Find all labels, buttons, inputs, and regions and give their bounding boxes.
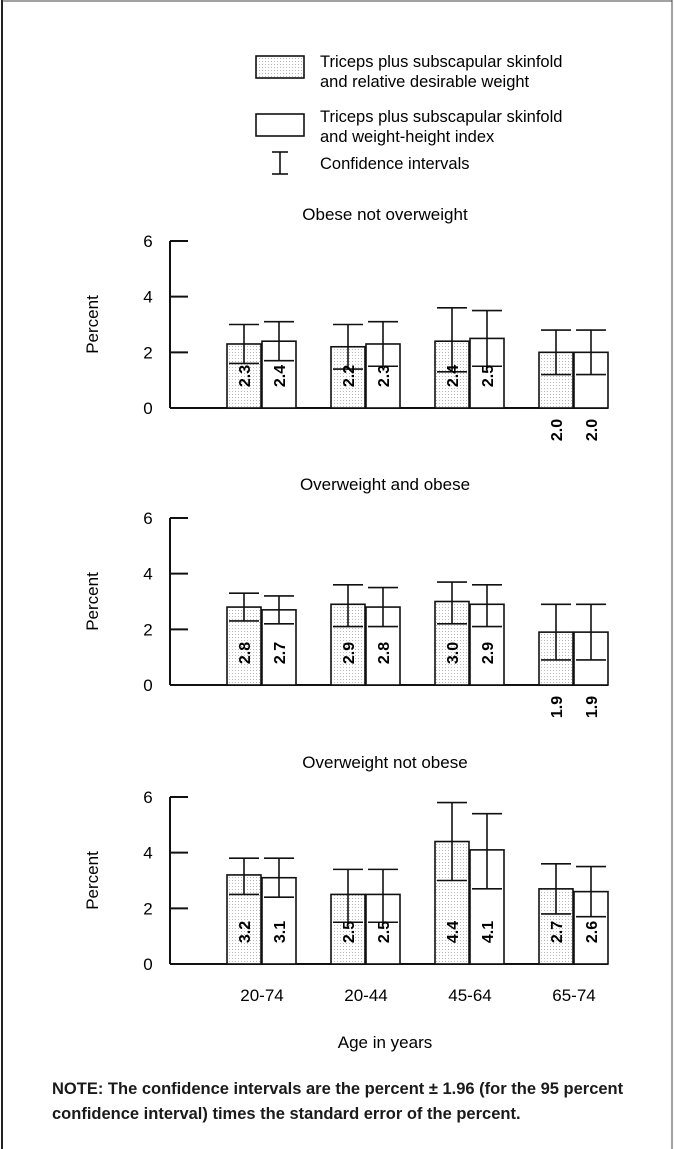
data-label: 2.3	[376, 365, 393, 387]
confidence-interval	[333, 583, 363, 628]
confidence-interval	[368, 586, 398, 628]
data-label: 2.8	[237, 642, 254, 664]
chart-panel-3: Overweight not obese Percent 0 2 4 6 3.2 3.1 20-…	[83, 753, 609, 1052]
legend: Triceps plus subscapular skinfold and re…	[255, 53, 562, 175]
chart-title: Overweight not obese	[302, 753, 467, 772]
chart-panels: Obese not overweight Percent 0 2 4 6 2.3 2.4 2.2…	[83, 205, 609, 1052]
data-label: 2.6	[584, 921, 601, 943]
data-label: 3.2	[237, 921, 254, 943]
data-label: 2.0	[549, 419, 566, 441]
y-tick-label: 4	[143, 565, 152, 584]
confidence-interval	[437, 306, 467, 373]
legend-label-1-line1: Triceps plus subscapular skinfold	[320, 53, 562, 71]
data-label: 2.9	[341, 642, 358, 664]
legend-label-ci: Confidence intervals	[320, 155, 470, 173]
x-tick-label: 65-74	[552, 986, 595, 1005]
chart-title: Overweight and obese	[300, 475, 470, 494]
confidence-interval	[472, 309, 502, 368]
data-label: 2.7	[549, 921, 566, 943]
data-label: 2.0	[584, 419, 601, 441]
y-axis-label: Percent	[83, 572, 102, 631]
data-label: 3.1	[272, 921, 289, 943]
bar-45-64-series-1	[434, 840, 470, 965]
confidence-interval	[264, 595, 294, 625]
data-label: 4.1	[480, 921, 497, 943]
data-label: 1.9	[584, 696, 601, 718]
legend-swatch-relative-desirable-weight	[255, 55, 305, 79]
legend-swatch-weight-height-index	[255, 113, 305, 137]
confidence-interval	[368, 320, 398, 368]
y-tick-label: 6	[143, 788, 152, 807]
y-axis-label: Percent	[83, 295, 102, 354]
y-tick-label: 0	[143, 399, 152, 418]
data-label: 2.4	[272, 365, 289, 387]
y-tick-label: 6	[143, 509, 152, 528]
legend-label-2-line2: and weight-height index	[320, 128, 495, 146]
confidence-interval	[437, 801, 467, 882]
footnote: NOTE: The confidence intervals are the p…	[52, 1080, 624, 1123]
data-label: 3.0	[445, 642, 462, 664]
x-tick-label: 45-64	[448, 986, 491, 1005]
confidence-interval	[576, 603, 606, 661]
data-label: 2.7	[272, 642, 289, 664]
confidence-interval	[264, 857, 294, 899]
confidence-interval	[229, 323, 259, 365]
legend-label-2-line1: Triceps plus subscapular skinfold	[320, 108, 562, 126]
data-label: 2.2	[341, 365, 358, 387]
confidence-interval	[437, 581, 467, 625]
confidence-interval	[368, 868, 398, 924]
data-label: 2.5	[341, 921, 358, 943]
chart-panel-1: Obese not overweight Percent 0 2 4 6 2.3 2.4 2.2…	[83, 205, 609, 441]
data-label: 2.9	[480, 642, 497, 664]
data-label: 1.9	[549, 696, 566, 718]
confidence-interval	[472, 812, 502, 890]
y-axis-label: Percent	[83, 851, 102, 910]
confidence-interval	[472, 583, 502, 628]
confidence-interval-icon	[272, 151, 288, 175]
confidence-interval	[576, 329, 606, 376]
x-axis-label: Age in years	[338, 1033, 433, 1052]
confidence-interval	[541, 603, 571, 661]
confidence-interval	[576, 865, 606, 918]
y-tick-label: 2	[143, 343, 152, 362]
confidence-interval	[229, 592, 259, 622]
y-tick-label: 4	[143, 844, 152, 863]
x-tick-label: 20-44	[344, 986, 387, 1005]
bar-20-44-series-2	[365, 606, 401, 686]
data-label: 2.4	[445, 365, 462, 387]
confidence-interval	[333, 868, 363, 924]
data-label: 4.4	[445, 921, 462, 943]
chart-panel-2: Overweight and obese Percent 0 2 4 6 2.8 2.7 2.9…	[83, 475, 609, 718]
y-tick-label: 6	[143, 232, 152, 251]
confidence-interval	[541, 329, 571, 376]
confidence-interval	[333, 323, 363, 370]
chart-title: Obese not overweight	[302, 205, 468, 224]
confidence-interval	[229, 857, 259, 896]
confidence-interval	[541, 862, 571, 915]
data-label: 2.8	[376, 642, 393, 664]
y-tick-label: 4	[143, 288, 152, 307]
bar-20-44-series-1	[330, 603, 366, 686]
y-tick-label: 2	[143, 620, 152, 639]
confidence-interval	[264, 320, 294, 362]
data-label: 2.5	[376, 921, 393, 943]
data-label: 2.3	[237, 365, 254, 387]
x-tick-label: 20-74	[240, 986, 283, 1005]
legend-label-1-line2: and relative desirable weight	[320, 73, 530, 91]
y-tick-label: 2	[143, 899, 152, 918]
y-tick-label: 0	[143, 955, 152, 974]
data-label: 2.5	[480, 365, 497, 387]
y-tick-label: 0	[143, 676, 152, 695]
